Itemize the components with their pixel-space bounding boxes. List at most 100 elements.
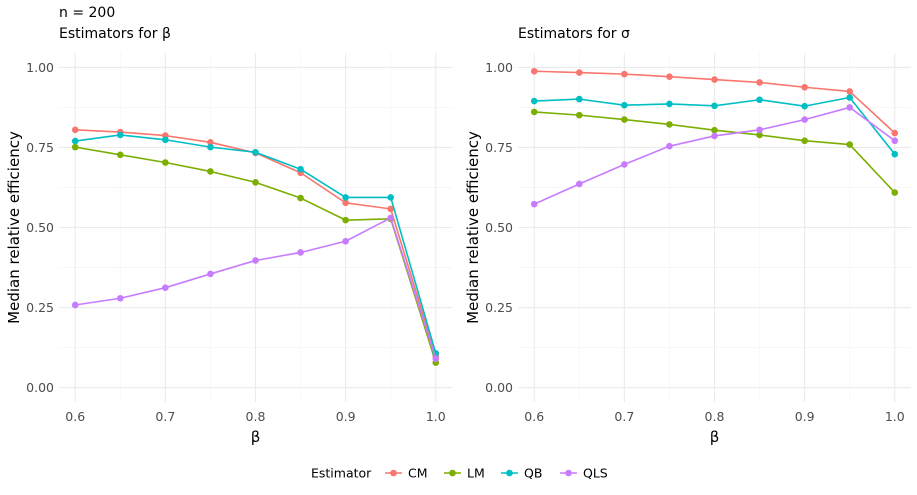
legend-key-point-qb xyxy=(506,469,513,477)
legend-title: Estimator xyxy=(311,466,372,481)
point-lm xyxy=(801,137,808,145)
point-qls xyxy=(621,161,628,168)
point-lm xyxy=(116,151,124,159)
point-qb xyxy=(116,131,124,139)
point-lm xyxy=(621,116,628,123)
point-lm xyxy=(711,126,718,134)
point-qls xyxy=(116,294,124,302)
point-qb xyxy=(711,102,718,110)
x-tick-label: 1.0 xyxy=(885,409,905,424)
point-qls xyxy=(207,270,214,278)
point-qb xyxy=(891,150,899,158)
legend-label-qb: QB xyxy=(524,466,542,481)
y-tick-label: 1.00 xyxy=(485,60,513,75)
point-cm xyxy=(846,88,854,95)
x-tick-label: 1.0 xyxy=(426,409,446,424)
y-tick-label: 0.50 xyxy=(26,220,54,235)
point-cm xyxy=(342,199,349,207)
point-cm xyxy=(530,67,538,75)
legend-label-lm: LM xyxy=(467,466,485,481)
point-qls xyxy=(297,249,304,256)
point-qls xyxy=(666,142,673,150)
point-cm xyxy=(711,76,718,83)
point-qls xyxy=(575,180,583,188)
point-cm xyxy=(207,139,214,146)
y-tick-label: 0.75 xyxy=(485,140,513,155)
point-lm xyxy=(846,141,854,148)
x-tick-label: 0.6 xyxy=(524,409,544,424)
x-tick-label: 0.8 xyxy=(705,409,725,424)
x-tick-label: 0.6 xyxy=(65,409,85,424)
point-qb xyxy=(846,94,854,101)
point-qb xyxy=(252,148,259,156)
point-qb xyxy=(297,165,304,173)
point-qls xyxy=(801,116,808,123)
legend-label-cm: CM xyxy=(408,466,428,481)
legend-key-point-lm xyxy=(449,469,456,477)
point-qb xyxy=(207,143,214,151)
x-axis-title: β xyxy=(251,428,261,446)
point-qls xyxy=(71,301,79,309)
point-qls xyxy=(756,126,763,134)
y-tick-label: 1.00 xyxy=(26,60,54,75)
x-axis-title: β xyxy=(710,428,720,446)
y-tick-label: 0.25 xyxy=(26,300,54,315)
point-qls xyxy=(342,237,349,245)
point-qb xyxy=(666,100,673,108)
legend-key-point-qls xyxy=(565,469,572,477)
point-cm xyxy=(71,126,79,134)
point-qls xyxy=(387,214,395,222)
y-axis-title: Median relative efficiency xyxy=(464,131,482,324)
y-tick-label: 0.75 xyxy=(26,140,54,155)
point-lm xyxy=(71,143,79,151)
y-tick-label: 0.00 xyxy=(26,380,54,395)
x-tick-label: 0.9 xyxy=(795,409,815,424)
point-lm xyxy=(342,216,349,224)
panel-sigma: 0.00 0.25 0.50 0.75 1.00 0.6 0.7 0.8 0.9 1.0 Estim… xyxy=(464,26,911,446)
legend-label-qls: QLS xyxy=(583,466,608,481)
point-lm xyxy=(891,189,899,196)
point-qb xyxy=(71,137,79,145)
point-lm xyxy=(666,121,673,128)
point-lm xyxy=(162,159,169,166)
legend: Estimator CM LM QB QLS xyxy=(311,466,608,481)
point-qls xyxy=(530,200,538,208)
point-lm xyxy=(297,194,304,202)
panel-beta: 0.00 0.25 0.50 0.75 1.00 0.6 0.7 0.8 0.9 1.0 Estim… xyxy=(5,26,452,446)
x-tick-label: 0.9 xyxy=(336,409,356,424)
point-qb xyxy=(342,194,349,201)
y-axis-title: Median relative efficiency xyxy=(5,131,23,324)
point-cm xyxy=(575,69,583,76)
y-tick-label: 0.00 xyxy=(485,380,513,395)
point-qb xyxy=(162,136,169,144)
point-cm xyxy=(387,205,395,213)
legend-key-point-cm xyxy=(390,469,397,477)
x-tick-label: 0.7 xyxy=(155,409,175,424)
figure-subtitle: n = 200 xyxy=(59,5,115,21)
point-qb xyxy=(621,101,628,109)
point-lm xyxy=(207,168,214,175)
point-cm xyxy=(621,70,628,78)
x-tick-label: 0.7 xyxy=(614,409,634,424)
point-lm xyxy=(575,111,583,119)
point-qb xyxy=(801,102,808,110)
panel-title-sigma: Estimators for σ xyxy=(518,26,630,42)
point-qb xyxy=(387,194,395,201)
point-qb xyxy=(756,96,763,104)
point-cm xyxy=(666,73,673,80)
point-cm xyxy=(891,129,899,137)
y-tick-label: 0.50 xyxy=(485,220,513,235)
point-qb xyxy=(530,97,538,105)
point-qls xyxy=(432,355,440,363)
y-tick-label: 0.25 xyxy=(485,300,513,315)
point-qls xyxy=(162,284,169,291)
point-lm xyxy=(530,108,538,116)
point-qls xyxy=(846,104,854,111)
point-cm xyxy=(801,83,808,91)
panel-title-beta: Estimators for β xyxy=(59,26,171,42)
point-lm xyxy=(252,179,259,186)
point-lm xyxy=(756,131,763,139)
x-tick-label: 0.8 xyxy=(246,409,266,424)
